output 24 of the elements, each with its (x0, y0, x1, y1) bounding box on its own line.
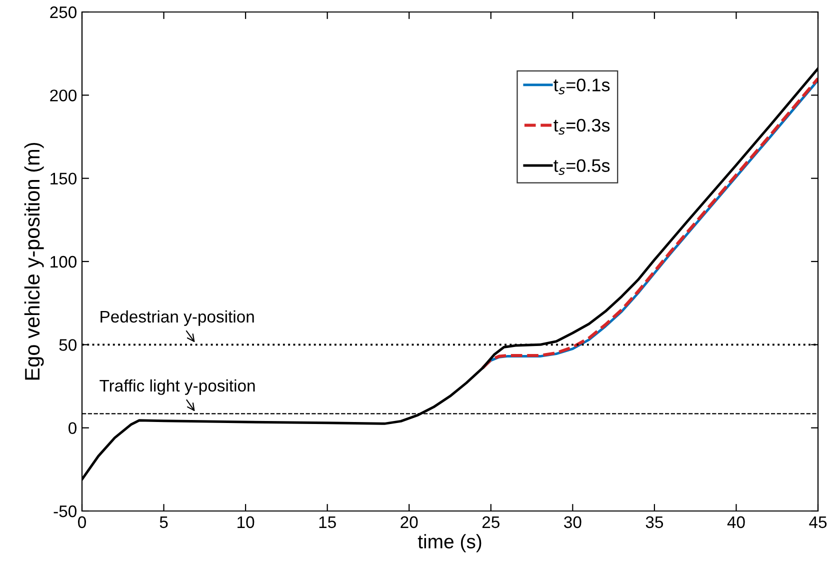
x-tick-label: 0 (78, 516, 86, 528)
x-tick-label: 30 (564, 516, 582, 528)
x-tick-label: 5 (160, 516, 168, 528)
y-tick-label: 50 (59, 339, 76, 351)
annotation: Traffic light y-position (100, 379, 255, 395)
y-axis-title: Ego vehicle y-position (m) (24, 142, 44, 380)
annotation: Pedestrian y-position (100, 310, 254, 326)
x-tick-label: 10 (238, 516, 254, 528)
x-tick-label: 20 (400, 516, 418, 528)
x-tick-label: 40 (727, 516, 745, 528)
legend-label: t$_{s}$=0.3s (554, 118, 610, 135)
y-tick-label: 0 (68, 422, 76, 434)
x-tick-label: 25 (482, 516, 500, 528)
legend-label: t$_{s}$=0.1s (554, 78, 610, 94)
x-tick-label: 15 (319, 516, 336, 528)
y-tick-label: -50 (54, 505, 76, 518)
y-tick-label: 250 (50, 6, 76, 18)
y-tick-label: 150 (50, 172, 76, 185)
x-tick-label: 45 (809, 516, 827, 528)
y-tick-label: 200 (50, 90, 76, 102)
y-tick-label: 100 (50, 256, 76, 268)
x-tick-label: 35 (646, 516, 664, 528)
legend-label: t$_{s}$=0.5s (554, 159, 610, 175)
x-axis-title: time (s) (418, 534, 482, 552)
